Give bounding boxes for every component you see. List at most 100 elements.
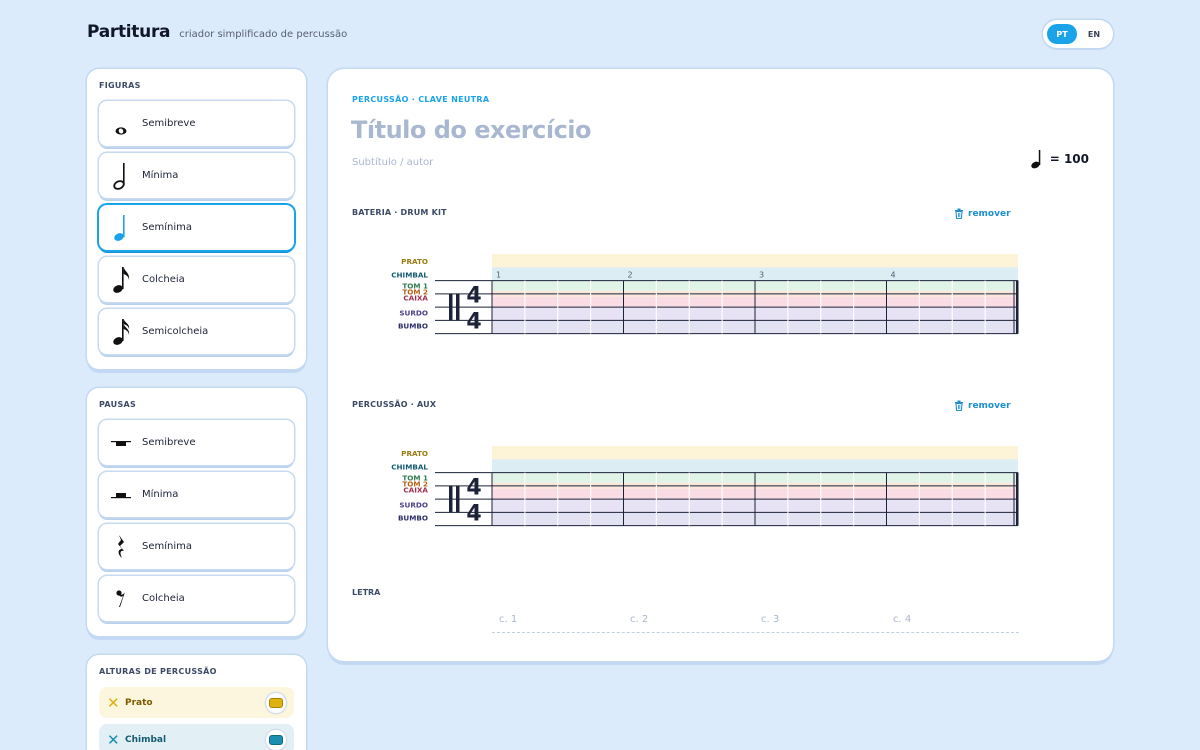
tempo-marking[interactable]: = 100: [1030, 149, 1089, 169]
lyrics-heading: LETRA: [352, 588, 381, 597]
time-signature-bottom: 4: [466, 502, 481, 527]
trash-icon: [955, 208, 963, 219]
pitch-chimbal-label: Chimbal: [125, 734, 167, 745]
score-kicker: PERCUSSÃO · CLAVE NEUTRA: [352, 95, 490, 104]
instrument-1-remove-button[interactable]: remover: [954, 208, 1011, 219]
pitch-prato-color-swatch[interactable]: [266, 692, 286, 713]
whole-note-icon: [99, 109, 142, 139]
final-barline: [1016, 280, 1019, 334]
rest-eighth-label: Colcheia: [142, 593, 185, 604]
percussion-clef: [456, 485, 460, 513]
lane-label-chimbal: CHIMBAL: [391, 462, 428, 471]
eighth-rest-icon: [99, 588, 142, 610]
pitch-prato-label: Prato: [125, 697, 153, 708]
instrument-1-label: BATERIA · DRUM KIT: [352, 208, 447, 217]
lane-label-prato: PRATO: [401, 257, 428, 266]
figure-half-label: Mínima: [142, 170, 179, 181]
sixteenth-note-icon: [99, 316, 142, 348]
score-card: PERCUSSÃO · CLAVE NEUTRA Título do exerc…: [328, 69, 1113, 661]
lane-label-caixa: CAIXA: [403, 486, 428, 495]
quarter-rest-icon: [99, 534, 142, 560]
half-rest-icon: [99, 488, 142, 502]
rest-whole-button[interactable]: Semibreve: [99, 420, 294, 465]
final-barline: [1016, 472, 1019, 526]
score-title[interactable]: Título do exercício: [351, 116, 592, 144]
rest-eighth-button[interactable]: Colcheia: [99, 576, 294, 621]
instrument-2-label: PERCUSSÃO · AUX: [352, 400, 437, 409]
figure-sixteenth-button[interactable]: Semicolcheia: [99, 309, 294, 354]
lane-label-bumbo: BUMBO: [398, 514, 428, 523]
pitches-panel: ALTURAS DE PERCUSSÃO ✕ Prato ✕ Chimbal: [87, 655, 306, 750]
figure-whole-label: Semibreve: [142, 118, 196, 129]
rest-half-button[interactable]: Mínima: [99, 472, 294, 517]
pitch-prato[interactable]: ✕ Prato: [99, 687, 294, 718]
instrument-2-remove-button[interactable]: remover: [954, 400, 1011, 411]
lane-label-tom-2: TOM 2: [402, 288, 428, 297]
figure-eighth-button[interactable]: Colcheia: [99, 257, 294, 302]
half-note-icon: [99, 160, 142, 192]
instrument-1-remove-label: remover: [968, 208, 1011, 219]
figures-panel: FIGURAS Semibreve Mínima Semínima Colche…: [87, 69, 306, 369]
figure-eighth-label: Colcheia: [142, 274, 185, 285]
lang-en-button[interactable]: EN: [1087, 29, 1101, 39]
rest-half-label: Mínima: [142, 489, 179, 500]
whole-rest-icon: [99, 436, 142, 450]
rest-quarter-label: Semínima: [142, 541, 193, 552]
trash-icon: [955, 400, 963, 411]
lane-label-caixa: CAIXA: [403, 294, 428, 303]
language-toggle: PT EN: [1043, 20, 1113, 48]
rest-quarter-button[interactable]: Semínima: [99, 524, 294, 569]
lyric-cell-2[interactable]: c. 2: [630, 614, 649, 625]
time-signature-top: 4: [466, 476, 481, 501]
lane-chimbal-band: [492, 459, 1018, 473]
measure-number: 1: [496, 270, 501, 279]
eighth-note-icon: [99, 264, 142, 296]
lang-pt-button[interactable]: PT: [1047, 24, 1077, 44]
app-header: Partitura criador simplificado de percus…: [87, 22, 347, 48]
lyric-cell-1[interactable]: c. 1: [499, 614, 518, 625]
lane-label-chimbal: CHIMBAL: [391, 270, 428, 279]
percussion-clef: [449, 485, 453, 513]
lane-chimbal-band: [492, 267, 1018, 281]
measure-number: 2: [628, 270, 633, 279]
figure-half-button[interactable]: Mínima: [99, 153, 294, 198]
tempo-value: = 100: [1049, 152, 1089, 166]
lane-prato-band: [492, 446, 1018, 460]
x-mark-icon: ✕: [107, 693, 120, 712]
pitches-heading: ALTURAS DE PERCUSSÃO: [99, 667, 217, 676]
percussion-clef: [449, 293, 453, 321]
rests-heading: PAUSAS: [99, 400, 137, 409]
instrument-2-remove-label: remover: [968, 400, 1011, 411]
lane-label-tom-1: TOM 1: [402, 282, 428, 291]
lane-prato-band: [492, 254, 1018, 268]
measure-number: 3: [759, 270, 764, 279]
lane-label-surdo: SURDO: [399, 501, 428, 510]
figure-whole-button[interactable]: Semibreve: [99, 101, 294, 146]
lane-label-prato: PRATO: [401, 449, 428, 458]
lane-label-tom-2: TOM 2: [402, 480, 428, 489]
pitch-chimbal[interactable]: ✕ Chimbal: [99, 724, 294, 750]
quarter-note-icon: [1031, 150, 1041, 169]
lane-label-surdo: SURDO: [399, 309, 428, 318]
percussion-clef: [456, 293, 460, 321]
figure-quarter-button[interactable]: Semínima: [99, 205, 294, 250]
lyric-cell-3[interactable]: c. 3: [761, 614, 780, 625]
time-signature-top: 4: [466, 284, 481, 309]
pitch-chimbal-color-swatch[interactable]: [266, 729, 286, 750]
score-subtitle[interactable]: Subtítulo / autor: [352, 157, 434, 168]
lyrics-line: [492, 632, 1019, 633]
rests-panel: PAUSAS Semibreve Mínima Semínima Colchei…: [87, 388, 306, 636]
figure-sixteenth-label: Semicolcheia: [142, 326, 209, 337]
measure-number: 4: [891, 270, 896, 279]
figures-heading: FIGURAS: [99, 81, 141, 90]
lyric-cell-4[interactable]: c. 4: [893, 614, 912, 625]
lane-label-bumbo: BUMBO: [398, 322, 428, 331]
lane-label-tom-1: TOM 1: [402, 474, 428, 483]
figure-quarter-label: Semínima: [142, 222, 193, 233]
app-logo: Partitura: [87, 22, 171, 42]
x-mark-icon: ✕: [107, 730, 120, 749]
quarter-note-icon: [99, 212, 142, 244]
app-tagline: criador simplificado de percussão: [179, 29, 348, 40]
time-signature-bottom: 4: [466, 310, 481, 335]
